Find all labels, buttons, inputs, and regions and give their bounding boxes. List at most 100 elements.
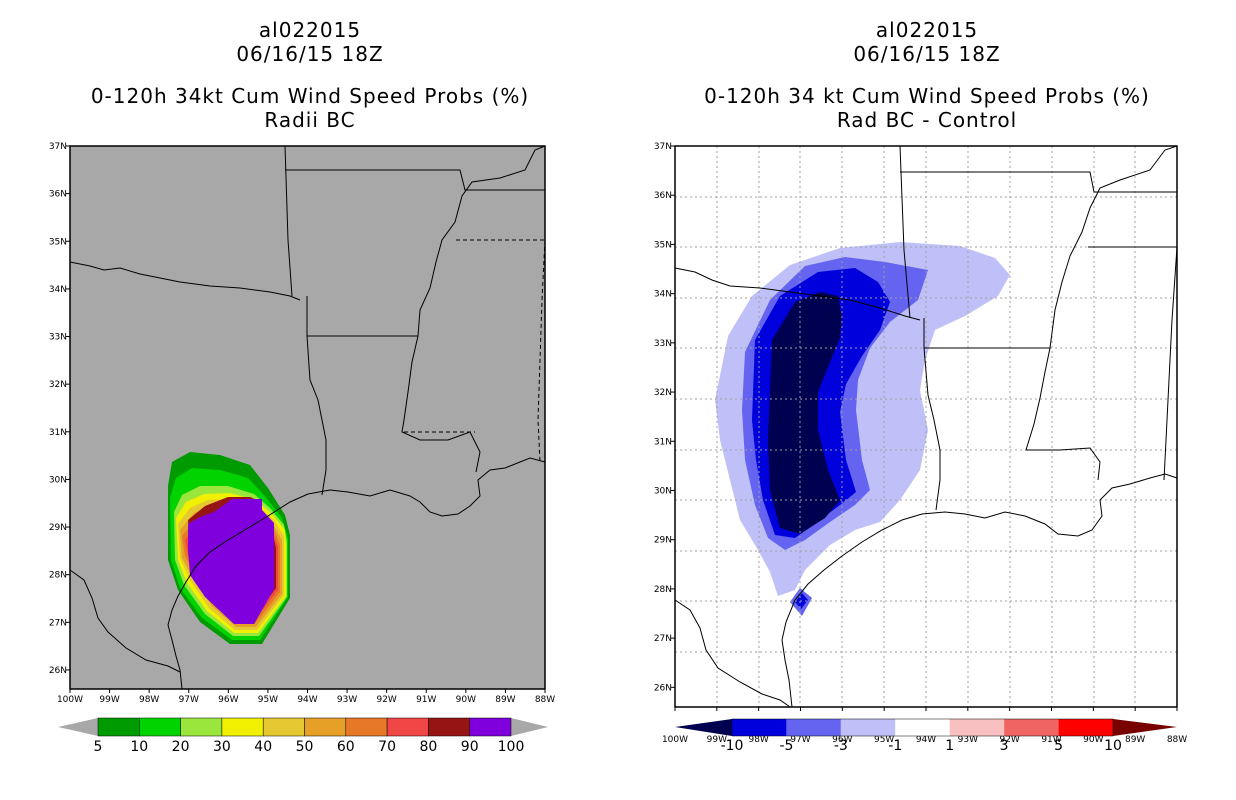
generated-marks: 100W 99W 98W 97W 96W 95W 94W 93W 92W 91W 90W 89W 88W… (49, 142, 1187, 755)
x-tick-label: 95W (874, 735, 894, 745)
right-map-panel (674, 145, 1178, 736)
y-tick-label: 28N (654, 585, 672, 595)
mo-ar-border (900, 171, 1177, 193)
mo-ar-border (285, 169, 545, 191)
y-tick-label: 30N (654, 486, 672, 496)
right-difference-contours (715, 242, 1010, 616)
x-tick-label: 92W (999, 735, 1019, 745)
x-tick-label: 89W (1125, 735, 1145, 745)
left-map-panel (58, 145, 548, 736)
contour-100 (188, 499, 274, 624)
colorbar-cell (262, 717, 305, 737)
colorbar-cell (386, 717, 429, 737)
x-tick-label: 100W (57, 695, 83, 705)
colorbar-cell (221, 717, 264, 737)
x-tick-label: 95W (258, 695, 278, 705)
colorbar-label: 40 (254, 739, 272, 755)
y-tick-label: 34N (49, 285, 67, 295)
y-tick-label: 29N (49, 523, 67, 533)
mississippi-river (401, 145, 546, 473)
colorbar-cell (1058, 719, 1113, 736)
x-tick-label: 93W (337, 695, 357, 705)
colorbar-label: 20 (172, 739, 190, 755)
x-tick-label: 93W (958, 735, 978, 745)
colorbar-label: -5 (779, 738, 793, 754)
rio-grande (674, 599, 791, 708)
y-tick-label: 28N (49, 571, 67, 581)
x-tick-label: 96W (832, 735, 852, 745)
x-tick-label: 90W (456, 695, 476, 705)
mississippi-river (1025, 145, 1178, 481)
y-tick-label: 37N (654, 142, 672, 152)
colorbar-label: 60 (337, 739, 355, 755)
colorbar-cell (949, 719, 1005, 736)
colorbar-label: 10 (1104, 738, 1122, 754)
colorbar-cell (97, 717, 140, 737)
y-tick-label: 37N (49, 142, 67, 152)
right-title-product: 0-120h 34 kt Cum Wind Speed Probs (%) (704, 84, 1150, 108)
left-colorbar (58, 718, 548, 736)
x-tick-label: 94W (916, 735, 936, 745)
gulf-coastline (781, 473, 1178, 641)
x-tick-label: 92W (376, 695, 396, 705)
y-tick-label: 30N (49, 475, 67, 485)
y-tick-label: 33N (654, 339, 672, 349)
y-tick-label: 31N (654, 437, 672, 447)
colorbar-label: 5 (94, 739, 103, 755)
left-title-storm: al022015 (258, 18, 362, 42)
tx-ok-border (899, 145, 911, 319)
left-map-background (70, 146, 545, 689)
right-colorbar-under-arrow (675, 719, 732, 736)
contour-minus10 (768, 292, 842, 534)
ms-al-border (1163, 246, 1178, 481)
colorbar-cell (345, 717, 388, 737)
colorbar-label: 10 (130, 739, 148, 755)
colorbar-cell (304, 717, 347, 737)
colorbar-cell (1004, 719, 1059, 736)
right-panel-titles: al022015 06/16/15 18Z 0-120h 34 kt Cum W… (618, 18, 1236, 132)
y-tick-label: 26N (49, 666, 67, 676)
y-tick-label: 32N (654, 388, 672, 398)
colorbar-label: 3 (1000, 738, 1009, 754)
x-tick-label: 97W (179, 695, 199, 705)
red-river (674, 267, 921, 321)
colorbar-label: 70 (378, 739, 396, 755)
x-tick-label: 88W (1167, 735, 1187, 745)
right-title-storm: al022015 (875, 18, 979, 42)
right-map-outlines (674, 145, 1178, 708)
colorbar-outline (731, 718, 1114, 737)
colorbar-label: 50 (296, 739, 314, 755)
x-tick-label: 99W (707, 735, 727, 745)
y-tick-label: 36N (654, 191, 672, 201)
colorbar-label: 5 (1054, 738, 1063, 754)
right-colorbar-over-arrow (1113, 719, 1177, 736)
red-river (69, 261, 301, 301)
x-tick-label: 96W (218, 695, 238, 705)
left-title-subtitle: Radii BC (264, 108, 356, 132)
y-tick-label: 27N (49, 618, 67, 628)
tx-ok-border (284, 145, 293, 297)
colorbar-label: 80 (419, 739, 437, 755)
y-tick-label: 35N (49, 237, 67, 247)
colorbar-label: -1 (888, 738, 902, 754)
x-tick-label: 97W (790, 735, 810, 745)
y-tick-label: 32N (49, 380, 67, 390)
right-colorbar (675, 719, 1177, 736)
colorbar-cell (895, 719, 950, 736)
rio-grande (69, 569, 181, 673)
left-panel-titles: al022015 06/16/15 18Z 0-120h 34kt Cum Wi… (0, 18, 620, 132)
left-title-date: 06/16/15 18Z (236, 42, 384, 66)
y-tick-label: 29N (654, 536, 672, 546)
gulf-coastline (167, 457, 546, 626)
x-tick-label: 98W (139, 695, 159, 705)
colorbar-label: 100 (498, 739, 525, 755)
colorbar-label: 30 (213, 739, 231, 755)
colorbar-cell (428, 717, 470, 737)
ms-al-border (537, 239, 546, 463)
texas-southern-coast (781, 639, 793, 708)
texas-southern-coast (167, 624, 183, 690)
left-probability-contours (168, 452, 290, 644)
colorbar-cell (180, 717, 223, 737)
left-title-product: 0-120h 34kt Cum Wind Speed Probs (%) (90, 84, 530, 108)
